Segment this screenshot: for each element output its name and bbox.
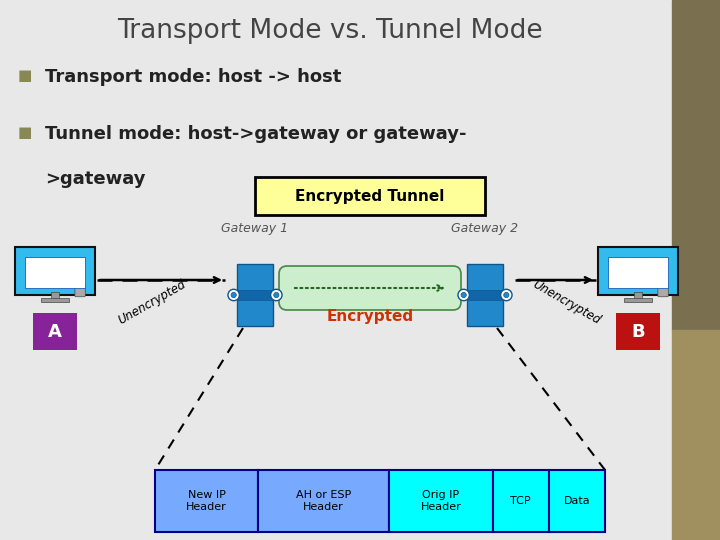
Circle shape: [271, 289, 282, 301]
Bar: [634, 292, 642, 299]
Bar: [33, 313, 77, 350]
Bar: [258, 470, 390, 532]
Bar: [40, 298, 69, 302]
Text: Gateway 1: Gateway 1: [222, 222, 289, 235]
Bar: [467, 264, 503, 326]
Text: TCP: TCP: [510, 496, 531, 506]
Bar: [390, 470, 492, 532]
Text: Orig IP
Header: Orig IP Header: [420, 490, 462, 512]
Text: B: B: [631, 323, 645, 341]
Circle shape: [274, 292, 279, 298]
Text: A: A: [48, 323, 62, 341]
FancyBboxPatch shape: [279, 266, 461, 310]
Bar: [255, 177, 485, 215]
Text: ■: ■: [18, 68, 32, 83]
Bar: [549, 470, 605, 532]
Circle shape: [500, 289, 512, 301]
Circle shape: [461, 292, 467, 298]
Bar: [237, 264, 273, 326]
Bar: [467, 291, 503, 300]
Text: >gateway: >gateway: [45, 170, 145, 188]
Text: Tunnel mode: host->gateway or gateway-: Tunnel mode: host->gateway or gateway-: [45, 125, 467, 143]
Bar: [624, 298, 652, 302]
FancyBboxPatch shape: [598, 247, 678, 295]
Bar: [616, 313, 660, 350]
Text: Data: Data: [564, 496, 590, 506]
Circle shape: [231, 292, 236, 298]
Circle shape: [458, 289, 469, 301]
Text: Unencrypted: Unencrypted: [531, 278, 603, 327]
Bar: [608, 257, 667, 288]
FancyBboxPatch shape: [75, 285, 85, 297]
FancyBboxPatch shape: [658, 285, 668, 297]
Text: Transport mode: host -> host: Transport mode: host -> host: [45, 68, 341, 86]
Text: ■: ■: [18, 125, 32, 140]
Text: Encrypted: Encrypted: [326, 309, 413, 325]
Text: New IP
Header: New IP Header: [186, 490, 227, 512]
Bar: [237, 291, 273, 300]
Bar: [672, 0, 720, 330]
Bar: [672, 330, 720, 540]
Circle shape: [228, 289, 239, 301]
Text: Unencrypted: Unencrypted: [116, 278, 188, 327]
FancyBboxPatch shape: [15, 247, 95, 295]
Circle shape: [504, 292, 509, 298]
Bar: [51, 292, 59, 299]
Text: Gateway 2: Gateway 2: [451, 222, 518, 235]
Bar: [25, 257, 85, 288]
Text: Encrypted Tunnel: Encrypted Tunnel: [295, 188, 445, 204]
Text: Transport Mode vs. Tunnel Mode: Transport Mode vs. Tunnel Mode: [117, 18, 543, 44]
Text: AH or ESP
Header: AH or ESP Header: [296, 490, 351, 512]
Bar: [155, 470, 258, 532]
Bar: [492, 470, 549, 532]
